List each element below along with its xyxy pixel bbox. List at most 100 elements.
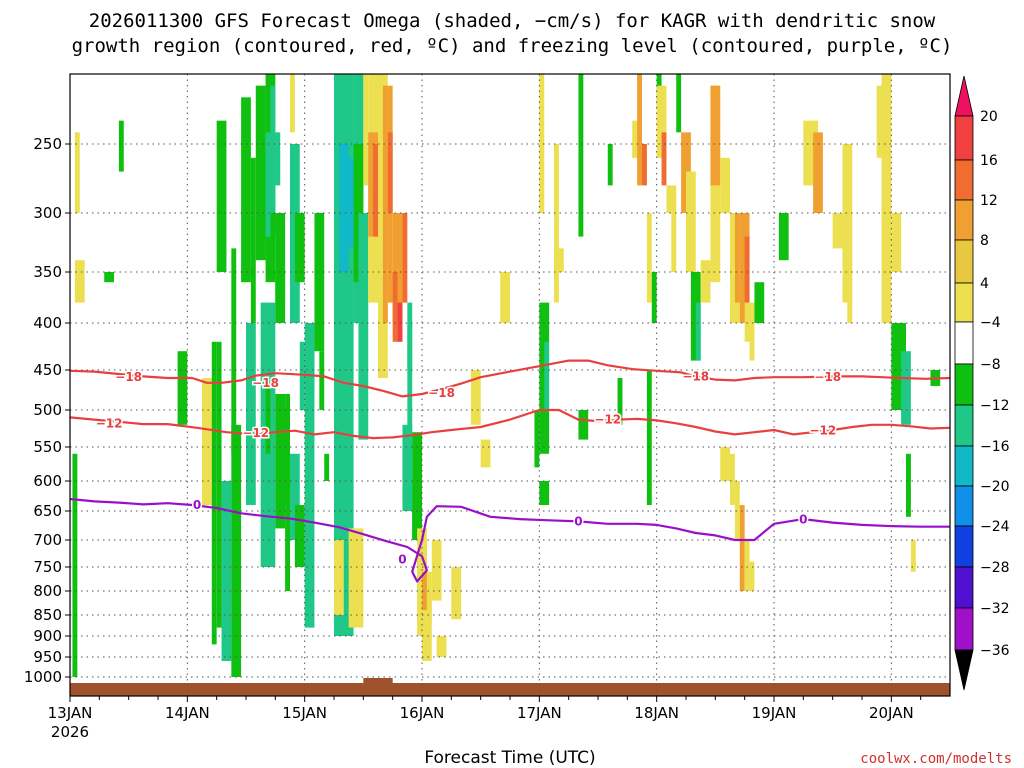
omega-cell [734,213,740,303]
omega-cell [387,132,393,213]
omega-cell [554,248,564,272]
omega-cell [275,132,281,186]
contour-label: −18 [252,376,279,390]
colorbar-segment [954,485,974,527]
colorbar-segment [954,115,974,161]
contour-label: −12 [242,426,269,440]
omega-cell [392,272,398,342]
colorbar-label: 12 [980,193,998,209]
omega-cell [294,505,305,567]
omega-cell [544,341,550,410]
y-tick-label: 600 [33,472,62,490]
credit-text[interactable]: coolwx.com/modelts [860,751,1012,767]
omega-cell [720,447,730,481]
omega-cell [343,157,354,249]
omega-cell [744,540,750,591]
colorbar-label: −20 [980,479,1010,495]
contour-line-m18 [70,359,950,398]
x-tick-label: 17JAN [517,704,562,722]
contour-label: 0 [799,513,807,527]
omega-cell [299,341,305,410]
omega-cell [734,481,740,540]
y-tick-label: 450 [33,361,62,379]
colorbar-label: −36 [980,643,1010,659]
colorbar-segment [954,525,974,568]
contour-label: −12 [810,424,837,438]
omega-cell [250,157,256,213]
omega-cell [539,481,550,505]
y-tick-label: 700 [33,531,62,549]
omega-cell [407,302,413,370]
omega-cell [397,302,403,342]
contour-label: 0 [398,552,406,566]
omega-cell [470,370,481,425]
omega-cell [402,424,413,511]
omega-cell [422,571,427,611]
omega-cell [617,378,623,425]
omega-cell [343,323,354,447]
contour-label: 0 [574,514,582,528]
omega-cell [74,132,80,213]
omega-cell [270,85,276,213]
y-tick-label: 350 [33,263,62,281]
omega-cell [412,481,418,540]
colorbar-segment [954,566,974,609]
omega-cell [211,341,217,645]
colorbar-label: 8 [980,233,989,249]
omega-cell [118,120,124,172]
x-tick-label: 13JAN [48,704,93,722]
omega-cell [216,341,222,628]
omega-cell [744,236,750,303]
omega-cell [265,199,276,283]
y-tick-label: 300 [33,204,62,222]
omega-cell [646,370,652,505]
omega-cell [177,351,188,425]
omega-cell [749,561,755,591]
omega-cell [348,528,364,628]
colorbar: 20 16 12 8 4 −4 −8 −12 −16 −20 −24 −28 −32 −36 [954,75,1010,691]
omega-cell [290,453,300,540]
omega-cell [686,171,696,272]
omega-cell [275,213,286,303]
omega-cell [334,540,344,615]
colorbar-bottom-arrow [954,649,974,691]
omega-cell [754,282,765,323]
omega-cell [651,272,657,323]
omega-cell [280,410,290,505]
omega-cell [637,74,642,186]
x-tick-sublabel: 2026 [51,723,89,741]
omega-cell [241,97,251,283]
omega-cell [382,85,388,324]
omega-cell [290,74,295,133]
omega-cell [832,213,843,249]
omega-cell [695,302,701,361]
omega-cell [436,636,447,657]
colorbar-segment [954,282,974,323]
colorbar-segment [954,199,974,241]
omega-cell [72,453,78,677]
colorbar-segment [954,239,974,284]
omega-cell [319,351,325,410]
omega-cell [676,74,682,133]
omega-cell [720,157,730,213]
omega-cell [363,74,369,186]
omega-cell [554,144,559,303]
omega-cell [534,410,540,468]
colorbar-label: −28 [980,560,1010,576]
terrain-fill [70,683,950,696]
omega-cell [431,540,442,601]
x-tick-label: 15JAN [282,704,327,722]
terrain-bump [363,678,393,684]
omega-cell [578,74,584,237]
omega-cell [847,213,853,323]
omega-cell [671,213,677,272]
omega-cell [891,213,902,272]
contour-label: −18 [115,370,142,384]
colorbar-segment [954,363,974,406]
omega-cell [407,323,413,454]
omega-cell [402,213,408,303]
contour-label: −18 [814,370,841,384]
omega-cell [500,272,510,323]
x-axis-label: Forecast Time (UTC) [424,748,595,768]
x-tick-label: 14JAN [165,704,210,722]
